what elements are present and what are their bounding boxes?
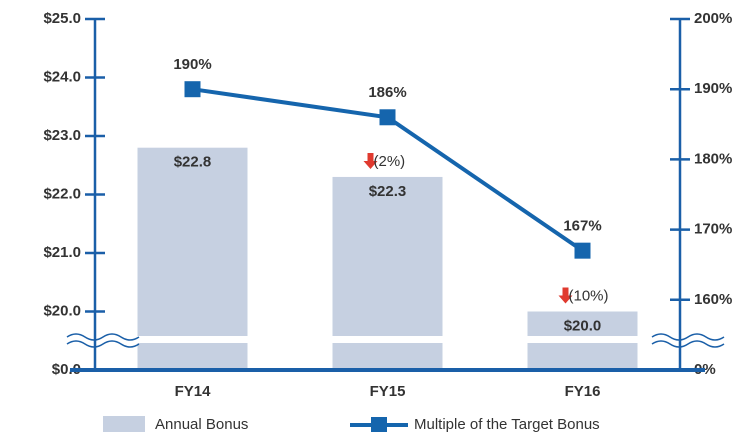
axis-break xyxy=(66,340,140,348)
down-arrow xyxy=(558,287,573,304)
axis-break xyxy=(651,333,725,341)
x-tick-label: FY15 xyxy=(370,383,406,400)
change-label: (2%) xyxy=(374,153,406,170)
break-gap xyxy=(526,336,639,343)
change-label: (10%) xyxy=(569,287,609,304)
y-tick-label: $23.0 xyxy=(43,127,81,144)
x-tick-label: FY16 xyxy=(565,383,601,400)
legend-swatch xyxy=(103,416,145,432)
y-tick-label: $25.0 xyxy=(43,10,81,27)
legend-label: Annual Bonus xyxy=(155,416,248,432)
y-tick-label: $24.0 xyxy=(43,68,81,85)
y2-tick-label: 180% xyxy=(694,150,732,167)
y-tick-label: $20.0 xyxy=(43,302,81,319)
bar-label: $22.3 xyxy=(369,183,407,200)
y-tick-label: $22.0 xyxy=(43,185,81,202)
y2-tick-label: 190% xyxy=(694,80,732,97)
line-label: 190% xyxy=(173,56,211,73)
y2-tick-label: 170% xyxy=(694,221,732,238)
line-marker xyxy=(184,81,201,98)
legend-marker xyxy=(371,417,387,432)
legend-label: Multiple of the Target Bonus xyxy=(414,416,600,432)
break-gap xyxy=(136,336,249,343)
y-tick-label: $0.0 xyxy=(52,361,81,378)
line-marker xyxy=(574,242,591,259)
axis-break xyxy=(66,333,140,341)
y2-tick-label: 200% xyxy=(694,10,732,27)
line-marker xyxy=(379,109,396,126)
y2-tick-label: 160% xyxy=(694,291,732,308)
line-label: 186% xyxy=(368,84,406,101)
x-tick-label: FY14 xyxy=(175,383,212,400)
axis-break xyxy=(651,340,725,348)
line-label: 167% xyxy=(563,218,601,235)
down-arrow xyxy=(363,152,378,169)
break-gap xyxy=(331,336,444,343)
bar xyxy=(137,147,248,370)
y-tick-label: $21.0 xyxy=(43,244,81,261)
bar-label: $20.0 xyxy=(564,317,602,334)
bar-label: $22.8 xyxy=(174,154,212,171)
